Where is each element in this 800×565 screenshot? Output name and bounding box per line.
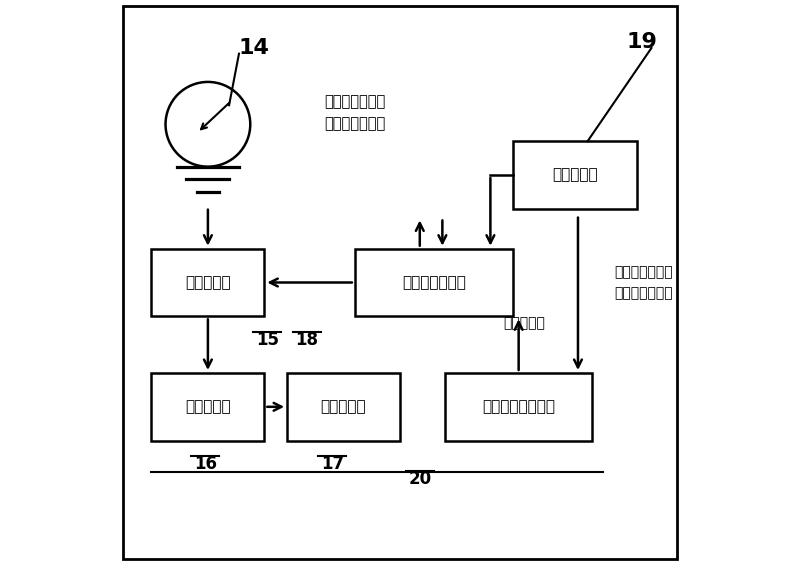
Text: 水下单元供电装置: 水下单元供电装置 (482, 399, 555, 414)
Text: 深度传感器: 深度传感器 (552, 168, 598, 182)
Text: 15: 15 (256, 331, 279, 349)
Bar (354, 249, 513, 316)
Text: 19: 19 (626, 32, 657, 53)
Bar (151, 249, 264, 316)
Text: 水下单元单片机: 水下单元单片机 (402, 275, 466, 290)
Text: 16: 16 (194, 455, 217, 473)
Bar (151, 373, 264, 441)
Text: 前置放大器: 前置放大器 (185, 399, 230, 414)
Bar (445, 373, 592, 441)
Text: 各用电设备: 各用电设备 (503, 316, 546, 331)
Text: 18: 18 (295, 331, 318, 349)
Bar (287, 373, 400, 441)
Text: 14: 14 (239, 38, 270, 58)
Text: 声波接收器: 声波接收器 (185, 275, 230, 290)
Text: 海洋地震搜察船
引出的数据电缆: 海洋地震搜察船 引出的数据电缆 (324, 94, 386, 132)
Bar (513, 141, 638, 209)
Text: 带通滤波器: 带通滤波器 (321, 399, 366, 414)
Text: 20: 20 (409, 470, 432, 488)
Text: 海洋地震勘探船
引出的供电电缆: 海洋地震勘探船 引出的供电电缆 (614, 265, 674, 300)
Text: 17: 17 (321, 455, 344, 473)
